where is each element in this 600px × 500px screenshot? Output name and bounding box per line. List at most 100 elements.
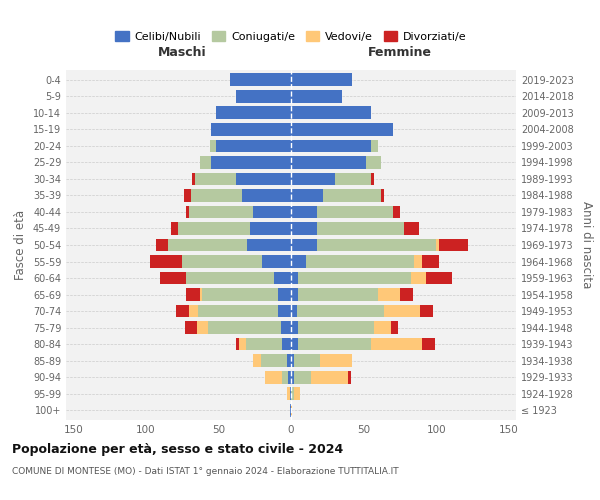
Bar xyxy=(156,238,167,252)
Bar xyxy=(422,255,439,268)
Bar xyxy=(198,304,278,318)
Bar xyxy=(210,140,215,152)
Bar xyxy=(291,156,367,169)
Bar xyxy=(182,255,262,268)
Bar xyxy=(291,354,294,367)
Y-axis label: Fasce di età: Fasce di età xyxy=(14,210,27,280)
Bar xyxy=(287,354,291,367)
Bar xyxy=(291,140,371,152)
Bar xyxy=(215,140,291,152)
Bar xyxy=(305,255,415,268)
Bar xyxy=(436,238,439,252)
Bar xyxy=(298,288,378,301)
Bar xyxy=(291,238,317,252)
Bar xyxy=(420,304,433,318)
Bar xyxy=(374,321,391,334)
Bar xyxy=(371,338,422,350)
Bar xyxy=(190,304,198,318)
Bar xyxy=(192,172,195,186)
Bar xyxy=(290,387,291,400)
Bar xyxy=(170,222,178,235)
Bar xyxy=(211,156,291,169)
Bar xyxy=(247,238,291,252)
Bar xyxy=(294,387,300,400)
Bar xyxy=(291,370,294,384)
Bar xyxy=(291,222,317,235)
Bar xyxy=(317,238,436,252)
Bar xyxy=(187,272,274,284)
Bar xyxy=(371,140,378,152)
Bar xyxy=(291,272,298,284)
Bar xyxy=(236,90,291,103)
Bar xyxy=(426,272,452,284)
Bar xyxy=(291,338,298,350)
Bar xyxy=(195,172,236,186)
Bar xyxy=(250,222,291,235)
Bar xyxy=(323,189,381,202)
Text: Maschi: Maschi xyxy=(158,46,206,60)
Bar xyxy=(160,272,187,284)
Bar xyxy=(185,321,197,334)
Bar xyxy=(415,255,422,268)
Bar xyxy=(274,272,291,284)
Bar xyxy=(253,206,291,218)
Bar xyxy=(294,370,311,384)
Bar xyxy=(291,189,323,202)
Bar xyxy=(422,338,435,350)
Bar xyxy=(291,74,352,86)
Bar xyxy=(278,288,291,301)
Bar xyxy=(367,156,381,169)
Bar xyxy=(187,288,200,301)
Bar xyxy=(291,172,335,186)
Bar xyxy=(392,206,400,218)
Bar xyxy=(291,255,305,268)
Bar xyxy=(298,321,374,334)
Bar xyxy=(291,404,292,416)
Bar xyxy=(291,123,392,136)
Bar xyxy=(317,206,392,218)
Bar xyxy=(184,189,191,202)
Bar xyxy=(176,304,190,318)
Bar xyxy=(282,338,291,350)
Bar xyxy=(298,338,371,350)
Bar xyxy=(246,338,282,350)
Legend: Celibi/Nubili, Coniugati/e, Vedovi/e, Divorziati/e: Celibi/Nubili, Coniugati/e, Vedovi/e, Di… xyxy=(111,26,471,46)
Bar xyxy=(291,106,371,120)
Bar xyxy=(208,321,281,334)
Bar xyxy=(335,172,371,186)
Bar xyxy=(187,206,190,218)
Bar xyxy=(294,354,320,367)
Bar xyxy=(400,288,413,301)
Bar xyxy=(236,172,291,186)
Bar xyxy=(371,172,374,186)
Bar xyxy=(282,370,288,384)
Bar xyxy=(281,321,291,334)
Bar xyxy=(262,255,291,268)
Bar xyxy=(290,404,291,416)
Bar xyxy=(347,370,350,384)
Bar xyxy=(202,288,278,301)
Bar xyxy=(190,206,253,218)
Bar xyxy=(260,354,287,367)
Bar xyxy=(298,272,412,284)
Bar xyxy=(239,338,246,350)
Bar xyxy=(291,90,342,103)
Bar xyxy=(200,288,202,301)
Bar xyxy=(197,321,208,334)
Bar xyxy=(167,238,247,252)
Bar xyxy=(191,189,242,202)
Bar xyxy=(291,206,317,218)
Bar xyxy=(384,304,420,318)
Bar xyxy=(297,304,384,318)
Text: Popolazione per età, sesso e stato civile - 2024: Popolazione per età, sesso e stato civil… xyxy=(12,442,343,456)
Bar xyxy=(278,304,291,318)
Text: COMUNE DI MONTESE (MO) - Dati ISTAT 1° gennaio 2024 - Elaborazione TUTTITALIA.IT: COMUNE DI MONTESE (MO) - Dati ISTAT 1° g… xyxy=(12,468,398,476)
Bar xyxy=(265,370,282,384)
Text: Femmine: Femmine xyxy=(368,46,432,60)
Bar xyxy=(242,189,291,202)
Bar xyxy=(378,288,400,301)
Bar xyxy=(200,156,211,169)
Bar xyxy=(317,222,404,235)
Y-axis label: Anni di nascita: Anni di nascita xyxy=(580,202,593,288)
Bar xyxy=(291,321,298,334)
